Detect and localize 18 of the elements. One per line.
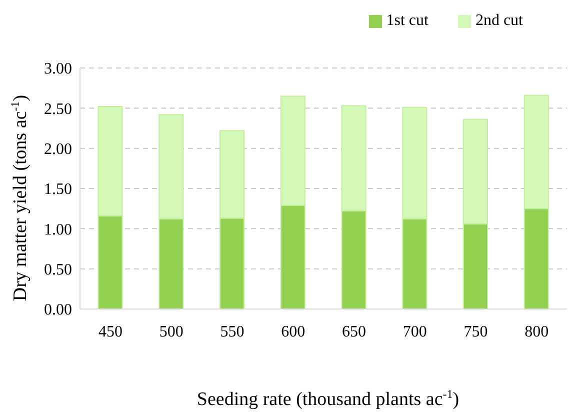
x-tick-label: 550 [220,323,244,340]
x-tick-label: 800 [524,323,549,340]
y-tick-label: 1.50 [44,181,72,198]
x-tick-label: 750 [464,323,488,340]
x-tick-label: 700 [402,323,427,340]
y-tick-label: 2.00 [44,141,72,158]
y-tick-label: 0.50 [44,262,72,279]
legend-label: 1st cut [386,12,428,29]
x-tick-label: 450 [98,323,122,340]
y-tick-label: 3.00 [44,60,72,78]
x-axis-title: Seeding rate (thousand plants ac$^{-1}$) [196,387,460,410]
x-tick-label: 600 [281,323,306,340]
legend-label: 2nd cut [475,12,523,29]
x-tick-label: 500 [159,323,184,340]
y-tick-label: 0.00 [44,302,72,319]
x-tick-label: 650 [342,323,366,340]
y-tick-label: 1.00 [44,221,72,238]
y-tick-label: 2.50 [44,100,72,118]
